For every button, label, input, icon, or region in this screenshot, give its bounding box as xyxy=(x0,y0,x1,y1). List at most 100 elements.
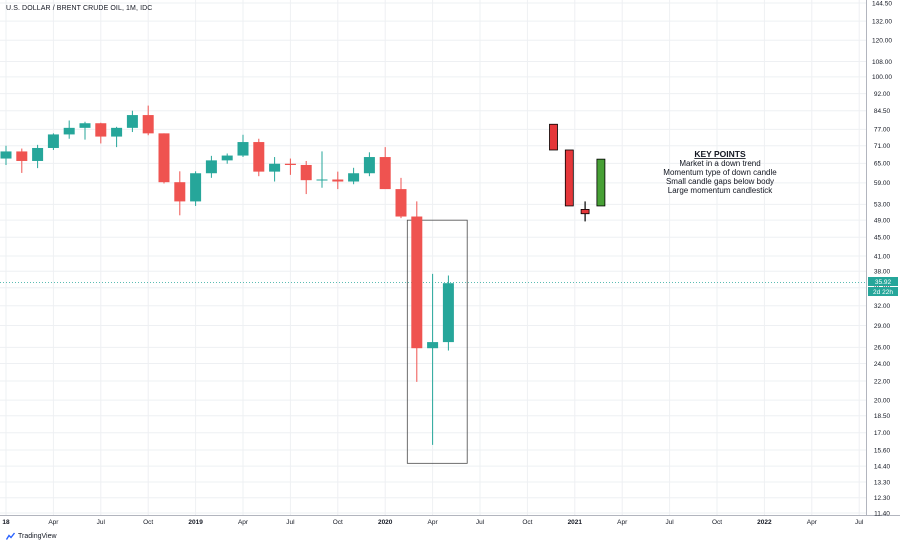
candle-up xyxy=(316,151,328,188)
candle-up xyxy=(363,152,375,177)
candles-layer xyxy=(0,105,454,445)
candle-body xyxy=(427,342,439,349)
price-tick-label: 71.00 xyxy=(874,143,891,150)
candle-up xyxy=(32,144,44,169)
price-tick-label: 53.00 xyxy=(874,202,891,209)
candle-down xyxy=(142,105,154,136)
candle-up xyxy=(269,157,281,182)
candle-body xyxy=(442,283,454,343)
price-tick-label: 38.00 xyxy=(874,269,891,276)
candle-body xyxy=(284,163,296,165)
price-tick-label: 20.00 xyxy=(874,397,891,404)
candle-up xyxy=(427,273,439,445)
candle-body xyxy=(111,127,123,137)
candle-body xyxy=(237,142,249,156)
price-tick-label: 144.50 xyxy=(872,0,892,7)
key-point-3: Small candle gaps below body xyxy=(666,177,774,186)
last-price-label: 35.92 xyxy=(875,279,892,286)
countdown-label: 2d 22h xyxy=(873,289,893,296)
candle-down xyxy=(411,201,423,382)
price-tick-label: 77.00 xyxy=(874,127,891,134)
pattern-icon-body xyxy=(596,158,606,207)
candle-down xyxy=(379,147,391,190)
pattern-icon-red xyxy=(564,149,574,207)
pattern-icon-red xyxy=(580,201,590,222)
candle-body xyxy=(95,123,107,137)
time-tick-label: Jul xyxy=(286,519,295,526)
candle-down xyxy=(16,148,28,173)
candle-body xyxy=(300,164,312,181)
price-tick-label: 65.00 xyxy=(874,161,891,168)
time-tick-label: Oct xyxy=(522,519,532,526)
brand-name: TradingView xyxy=(18,533,57,540)
pattern-icon-red xyxy=(549,123,558,151)
candle-body xyxy=(316,179,328,181)
time-tick-label: 18 xyxy=(2,519,10,526)
candle-down xyxy=(253,138,265,177)
time-tick-label: Jul xyxy=(665,519,674,526)
time-tick-label: Jul xyxy=(476,519,485,526)
axes xyxy=(0,0,900,516)
time-tick-label: Jul xyxy=(97,519,106,526)
candle-down xyxy=(95,122,107,144)
candle-up xyxy=(111,126,123,148)
pattern-icon-body xyxy=(580,209,590,215)
price-tick-label: 92.00 xyxy=(874,91,891,98)
candle-body xyxy=(253,142,265,172)
key-point-4: Large momentum candlestick xyxy=(668,186,773,195)
time-tick-label: Oct xyxy=(333,519,343,526)
time-tick-label: Jul xyxy=(855,519,864,526)
price-tick-label: 12.30 xyxy=(874,495,891,502)
price-tick-label: 26.00 xyxy=(874,345,891,352)
candle-body xyxy=(205,160,217,174)
price-tick-label: 17.00 xyxy=(874,430,891,437)
candle-down xyxy=(158,133,170,184)
time-tick-label: Apr xyxy=(48,519,59,526)
candle-body xyxy=(395,189,407,217)
time-tick-label: Apr xyxy=(238,519,249,526)
candle-body xyxy=(0,151,12,159)
candle-up xyxy=(63,120,75,139)
candle-body xyxy=(221,155,233,161)
candle-body xyxy=(363,157,375,174)
key-points-title: KEY POINTS xyxy=(694,149,746,159)
candle-up xyxy=(221,153,233,164)
time-tick-label: Oct xyxy=(143,519,153,526)
pattern-icons-layer xyxy=(549,123,606,222)
time-tick-label: 2022 xyxy=(757,519,772,526)
time-tick-label: Oct xyxy=(712,519,722,526)
candle-body xyxy=(79,123,91,128)
price-axis[interactable]: 144.50 132.00 120.00 108.00 100.00 92.00 84.50… xyxy=(872,0,892,517)
candle-body xyxy=(158,133,170,183)
time-axis[interactable]: 18 Apr Jul Oct 2019 Apr Jul Oct 2020 Apr Jul Oct 202… xyxy=(2,519,864,526)
price-tick-label: 45.00 xyxy=(874,235,891,242)
candle-body xyxy=(126,115,138,128)
price-tick-label: 14.40 xyxy=(874,463,891,470)
last-price-marker: 35.92 2d 22h xyxy=(868,277,898,296)
pattern-icon-green xyxy=(596,158,606,207)
pattern-icon-body xyxy=(564,149,574,207)
price-tick-label: 59.00 xyxy=(874,180,891,187)
price-tick-label: 29.00 xyxy=(874,323,891,330)
candle-up xyxy=(237,134,249,158)
symbol-title: U.S. DOLLAR / BRENT CRUDE OIL, 1M, IDC xyxy=(6,5,153,12)
candle-body xyxy=(47,134,59,148)
candle-up xyxy=(442,275,454,351)
time-tick-label: Apr xyxy=(428,519,439,526)
tradingview-branding[interactable]: TradingView xyxy=(6,532,57,541)
key-point-1: Market in a down trend xyxy=(679,159,760,168)
price-tick-label: 32.00 xyxy=(874,303,891,310)
tradingview-logo-icon xyxy=(6,532,15,541)
candle-down xyxy=(300,160,312,195)
candle-body xyxy=(174,182,186,202)
key-points-annotation: KEY POINTS Market in a down trend Moment… xyxy=(663,149,777,195)
time-tick-label: Apr xyxy=(807,519,818,526)
pattern-icon-body xyxy=(549,123,558,151)
price-tick-label: 49.00 xyxy=(874,217,891,224)
candle-body xyxy=(379,157,391,190)
candle-up xyxy=(205,155,217,178)
candle-body xyxy=(411,216,423,349)
candle-body xyxy=(32,147,44,161)
price-tick-label: 18.50 xyxy=(874,413,891,420)
